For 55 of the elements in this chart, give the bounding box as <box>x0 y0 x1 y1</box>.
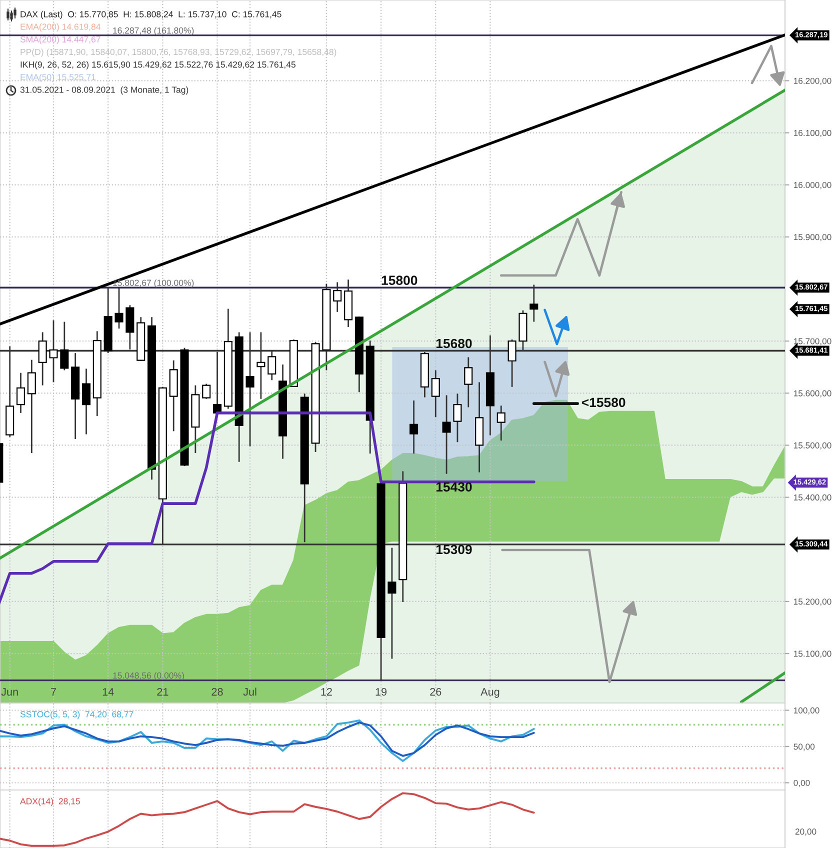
annotation: SMA(200) 14.447,67 <box>20 36 100 44</box>
x-tick-label: 19 <box>376 688 387 696</box>
annotation: 15.048,56 (0.00%) <box>113 672 184 680</box>
y-tick-label: 15.100,00 <box>794 650 832 658</box>
y-tick-label: 15.400,00 <box>794 494 832 502</box>
x-tick-label: 14 <box>102 688 114 696</box>
data-label: <15580 <box>582 398 626 408</box>
candlestick <box>464 356 473 408</box>
annotation: PP(D) (15871,90, 15840,07, 15800,76, 15768,93, 15729,62, 15697,79, 15658,48) <box>20 48 336 57</box>
annotation: EMA(50) 15.525,71 <box>20 74 96 82</box>
x-tick-label: 26 <box>430 688 442 696</box>
annotation: 16.287,48 (161.80%) <box>113 27 194 36</box>
x-tick-label: 12 <box>321 688 332 696</box>
y-tick-label: 0,00 <box>794 780 810 787</box>
candlestick <box>410 400 418 454</box>
annotation: 15.802,67 (100.00%) <box>113 279 194 288</box>
annotation: 15800 <box>382 276 418 286</box>
y-tick-label: 15.900,00 <box>794 234 832 242</box>
annotation: 15680 <box>436 338 472 348</box>
annotation: IKH(9, 26, 52, 26) 15.615,90 15.429,62 15.522,76 15.429,62 15.761,45 <box>20 61 296 70</box>
y-tick-label: 100,00 <box>794 707 820 714</box>
y-tick-label: 15.500,00 <box>794 442 832 450</box>
candlestick <box>202 383 211 400</box>
candlestick <box>530 284 538 322</box>
x-tick-label: Jun <box>1 688 18 696</box>
annotation: EMA(200) 14.619,84 <box>20 23 100 32</box>
candlestick <box>496 404 506 442</box>
annotation: 15309 <box>436 544 472 554</box>
y-tick-label: 16.000,00 <box>794 182 832 190</box>
candlestick <box>431 370 440 418</box>
candlestick <box>82 368 91 435</box>
y-tick-label: 16.100,00 <box>794 130 832 138</box>
candlestick <box>442 394 451 475</box>
text: ADX(14) 28,15 <box>20 798 80 806</box>
y-tick-label: 15.600,00 <box>794 390 832 398</box>
x-tick-label: 21 <box>157 688 168 696</box>
candlestick <box>27 359 36 454</box>
annotation: 31.05.2021 - 08.09.2021 (3 Monate, 1 Tag) <box>20 86 188 95</box>
y-tick-label: 16.200,00 <box>794 78 832 85</box>
annotation: 15430 <box>436 482 472 492</box>
candlestick <box>453 392 462 443</box>
candlestick <box>333 282 342 313</box>
candlestick <box>114 288 124 330</box>
candlestick <box>388 547 396 660</box>
candlestick <box>16 372 26 414</box>
x-tick-label: 28 <box>212 688 223 696</box>
text: 20,00 <box>795 828 816 836</box>
text: SSTOC(5, 5, 3) 74,20 68,77 <box>20 710 134 720</box>
x-tick-label: Jul <box>243 688 256 696</box>
x-tick-label: 7 <box>51 688 56 696</box>
y-tick-label: 50,00 <box>794 744 815 751</box>
y-tick-label: 15.200,00 <box>794 598 832 606</box>
y-tick-label: 15.700,00 <box>794 338 832 346</box>
text: DAX (Last) O: 15.770,85 H: 15.808,24 L: 15.737,10 C: 15.761,45 <box>20 10 282 20</box>
x-tick-label: Aug <box>480 688 500 698</box>
